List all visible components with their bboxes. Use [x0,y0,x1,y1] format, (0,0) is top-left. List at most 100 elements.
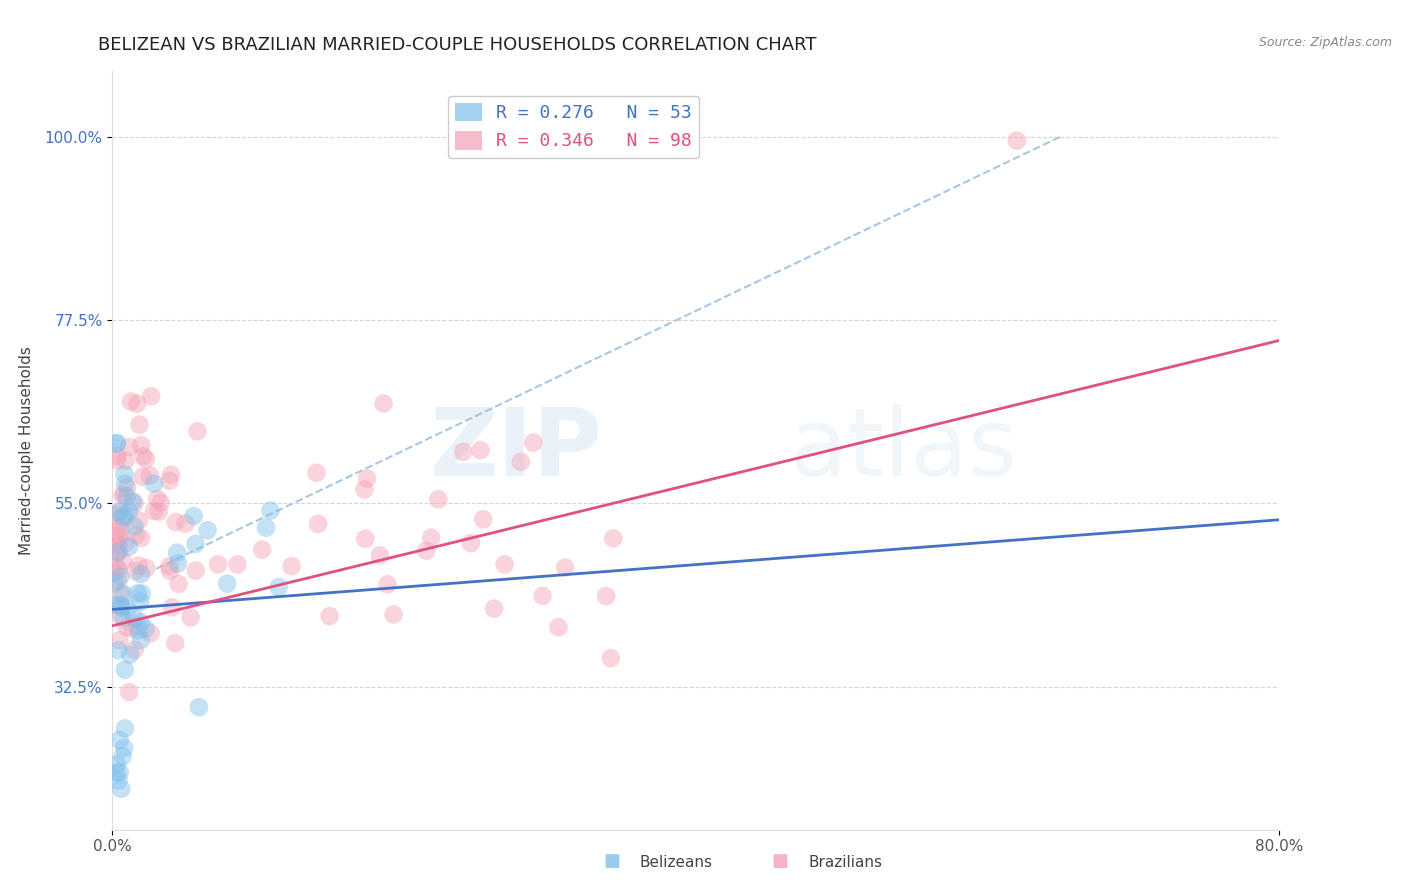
Point [420,531,443,545]
Point [111,488,134,502]
Point [149,495,172,509]
Point [595,589,617,603]
Text: ■: ■ [603,852,620,870]
Point [482,601,505,615]
Point [259,503,281,517]
Point [110,781,132,796]
Point [110,586,132,600]
Point [382,607,405,622]
Point [142,476,165,491]
Text: BELIZEAN VS BRAZILIAN MARRIED-COUPLE HOUSEHOLDS CORRELATION CHART: BELIZEAN VS BRAZILIAN MARRIED-COUPLE HOU… [98,36,817,54]
Point [180,610,202,624]
Point [427,492,450,507]
Point [127,397,149,411]
Point [159,564,181,578]
Point [114,453,136,467]
Point [124,564,146,578]
Point [307,516,329,531]
Point [124,519,146,533]
Point [124,643,146,657]
Point [105,527,128,541]
Point [117,601,139,615]
Point [165,515,187,529]
Point [472,512,495,526]
Point [135,452,157,467]
Point [104,576,127,591]
Point [105,543,128,558]
Text: Source: ZipAtlas.com: Source: ZipAtlas.com [1258,36,1392,49]
Point [129,595,152,609]
Point [226,558,249,572]
Point [187,424,209,438]
Point [124,611,146,625]
Point [135,561,157,575]
Point [111,509,134,524]
Point [107,563,129,577]
Point [129,438,152,452]
Point [494,558,516,572]
Point [129,567,152,582]
Point [373,396,395,410]
Point [127,586,149,600]
Point [217,576,239,591]
Point [118,504,141,518]
Point [531,589,554,603]
Point [108,529,131,543]
Point [522,435,544,450]
Point [110,521,132,535]
Point [132,449,155,463]
Point [112,488,135,502]
Point [103,566,125,580]
Point [135,622,157,636]
Point [111,600,134,615]
Point [453,444,475,458]
Point [125,528,148,542]
Point [470,443,492,458]
Point [157,559,180,574]
Point [114,511,136,525]
Point [114,467,136,482]
Point [107,538,129,552]
Point [139,389,162,403]
Point [368,548,391,562]
Point [509,455,531,469]
Point [103,508,125,523]
Point [118,440,141,454]
Point [167,577,190,591]
Point [128,624,150,638]
Point [114,508,136,523]
Point [105,560,128,574]
Point [108,505,131,519]
Legend: R = 0.276   N = 53, R = 0.346   N = 98: R = 0.276 N = 53, R = 0.346 N = 98 [447,95,699,158]
Point [254,521,277,535]
Point [280,559,302,574]
Point [356,471,378,485]
Point [127,619,149,633]
Point [108,765,131,780]
Point [111,749,134,764]
Point [108,505,131,519]
Point [184,564,207,578]
Point [110,598,132,612]
Point [120,394,142,409]
Point [250,542,273,557]
Point [131,586,153,600]
Point [107,773,129,788]
Point [105,757,128,772]
Point [139,468,162,483]
Point [1005,134,1028,148]
Point [377,577,399,591]
Point [128,417,150,432]
Point [105,435,128,450]
Point [207,558,229,572]
Point [160,600,183,615]
Point [108,732,131,747]
Point [354,532,377,546]
Point [107,537,129,551]
Point [118,540,141,554]
Point [132,469,155,483]
Point [115,490,138,504]
Point [160,467,183,482]
Point [415,543,437,558]
Text: ■: ■ [772,852,789,870]
